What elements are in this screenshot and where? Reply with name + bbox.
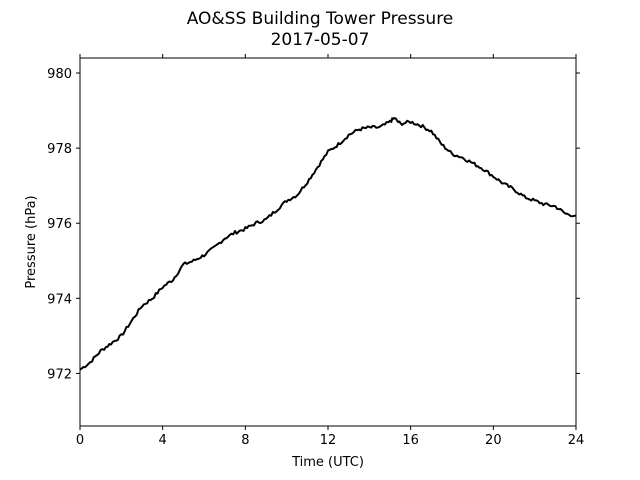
chart-subtitle: 2017-05-07 (271, 30, 370, 50)
y-tick-label: 972 (47, 367, 72, 382)
x-tick-label: 24 (568, 433, 585, 448)
plot-frame (79, 57, 577, 427)
y-tick-label: 974 (47, 292, 72, 307)
x-tick-label: 16 (402, 433, 419, 448)
x-tick-label: 4 (159, 433, 167, 448)
y-axis-label: Pressure (hPa) (24, 195, 39, 288)
x-axis-label: Time (UTC) (291, 455, 364, 470)
y-tick-label: 980 (47, 67, 72, 82)
y-tick-label: 978 (47, 142, 72, 157)
x-tick-label: 12 (320, 433, 337, 448)
y-tick-label: 976 (47, 217, 72, 232)
x-tick-label: 0 (76, 433, 84, 448)
chart-title: AO&SS Building Tower Pressure (187, 9, 454, 29)
x-tick-label: 20 (485, 433, 502, 448)
pressure-series-line (79, 117, 577, 371)
axis-ticks (76, 54, 580, 430)
tick-labels: 0 4 8 12 16 20 24 972 974 976 978 980 (47, 67, 584, 448)
x-tick-label: 8 (241, 433, 249, 448)
